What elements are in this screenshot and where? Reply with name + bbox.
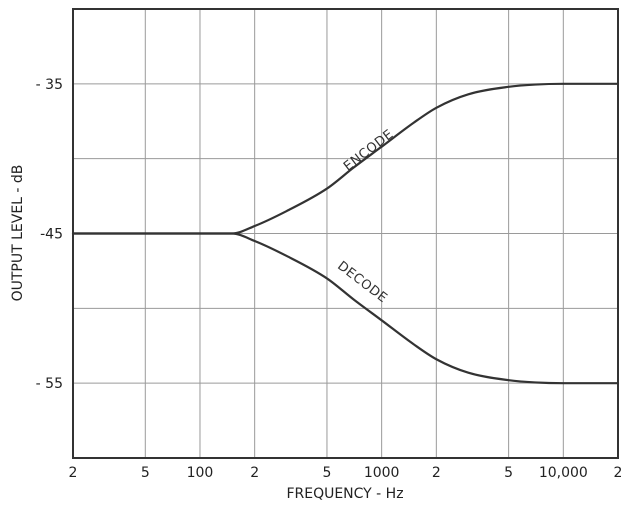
plot-frame: [72, 8, 619, 459]
x-tick-label: 2: [614, 465, 623, 481]
x-tick-label: 2: [432, 465, 441, 481]
x-tick-label: 5: [504, 465, 513, 481]
curve-layer: [71, 82, 620, 385]
series-line-decode: [71, 232, 620, 385]
x-tick-label: 5: [141, 465, 150, 481]
y-axis-label: OUTPUT LEVEL - dB: [10, 165, 26, 302]
y-tick-label: - 55: [36, 376, 63, 392]
tick-label-layer: 2 5 100 2 5 1000 2 5 10,000 2 - 35 -45 - 55: [36, 77, 623, 481]
x-tick-label: 1000: [364, 465, 400, 481]
series-label-encode: ENCODE: [341, 127, 397, 175]
y-tick-label: - 35: [36, 77, 63, 93]
y-tick-label: -45: [40, 227, 63, 243]
x-tick-label: 100: [187, 465, 214, 481]
x-tick-label: 2: [69, 465, 78, 481]
x-tick-label: 5: [322, 465, 331, 481]
x-tick-label: 2: [250, 465, 259, 481]
x-axis-label: FREQUENCY - Hz: [286, 486, 403, 502]
x-tick-label: 10,000: [539, 465, 588, 481]
